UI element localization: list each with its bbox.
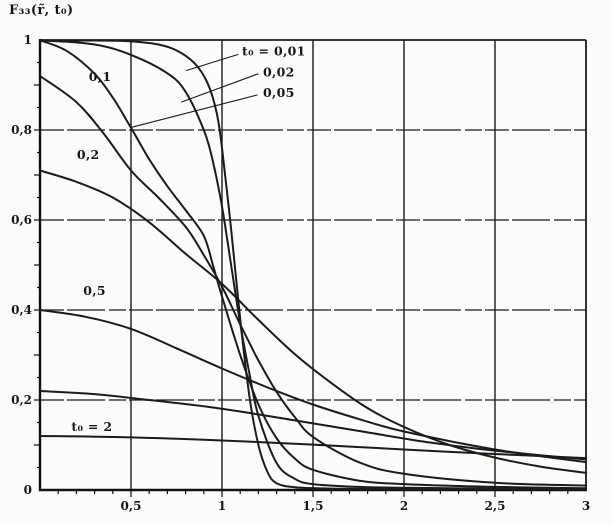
y-tick-label: 0,8 — [11, 123, 32, 137]
y-axis-title: F₃₃(r̃, t₀) — [9, 3, 74, 18]
curve-t0-0.05 — [39, 39, 587, 490]
x-tick-label: 3 — [582, 499, 590, 513]
x-tick-label: 2,5 — [485, 499, 506, 513]
y-tick-label: 0 — [24, 483, 32, 497]
curve-label: 0,2 — [77, 147, 100, 162]
curve-t0-0.5 — [39, 309, 587, 464]
curve-label: 0,05 — [263, 85, 295, 100]
curve-t0-0.02 — [39, 39, 587, 491]
x-tick-label: 2 — [400, 499, 408, 513]
curve-label: 0,1 — [89, 69, 112, 84]
x-tick-label: 1,5 — [303, 499, 324, 513]
curve-t0-0.1 — [39, 75, 587, 487]
curve-label: 0,02 — [263, 64, 295, 79]
y-tick-label: 1 — [24, 33, 32, 47]
curve-label-leader — [131, 94, 258, 128]
y-tick-label: 0,6 — [11, 213, 32, 227]
curve-t0-1 — [39, 390, 587, 461]
y-tick-label: 0,4 — [11, 303, 32, 317]
x-tick-label: 0,5 — [121, 499, 142, 513]
y-tick-label: 0,2 — [11, 393, 32, 407]
curve-t0-0.01 — [39, 39, 587, 491]
curve-label: t₀ = 0,01 — [242, 43, 306, 58]
curve-label-leader — [181, 73, 259, 103]
curve-label: 0,5 — [83, 283, 106, 298]
curve-label-leader — [185, 53, 239, 72]
curve-label: t₀ = 2 — [71, 419, 112, 434]
x-tick-label: 1 — [218, 499, 226, 513]
curve-t0-2 — [39, 435, 587, 460]
